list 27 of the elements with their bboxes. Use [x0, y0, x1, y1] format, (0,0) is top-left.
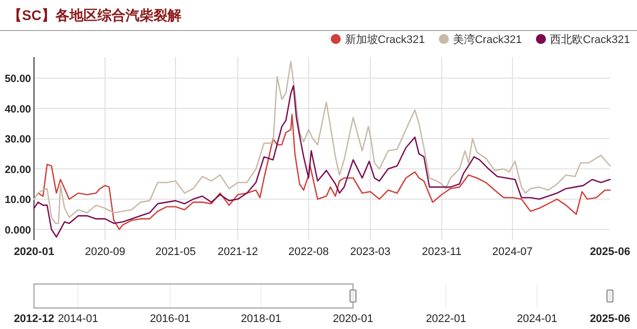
text: 2025-06 — [590, 313, 630, 325]
text: 2022-01 — [426, 313, 466, 325]
x-tick-label: 2022-08 — [288, 246, 329, 258]
y-tick-label: 50.00 — [4, 73, 32, 86]
x-tick-label: 2021-12 — [218, 246, 258, 258]
y-tick-label: 10.00 — [4, 194, 32, 206]
text: 2012-12 — [14, 313, 54, 325]
y-tick-label: 40.00 — [4, 103, 32, 116]
x-tick-label: 2021-05 — [155, 246, 196, 258]
y-tick-label: 0.000 — [4, 224, 32, 236]
legend-label: 西北欧Crack321 — [550, 33, 630, 46]
y-tick-label: 30.00 — [4, 134, 32, 146]
x-tick-label: 2023-03 — [350, 246, 391, 258]
legend-label: 美湾Crack321 — [452, 33, 522, 46]
legend-label: 新加坡Crack321 — [344, 33, 425, 46]
x-tick-label: 2025-06 — [590, 246, 630, 258]
x-tick-label: 2020-01 — [14, 246, 54, 258]
x-tick-label: 2020-09 — [84, 246, 126, 258]
text: 2014-01 — [58, 313, 98, 325]
y-tick-label: 20.00 — [4, 164, 32, 176]
text: 2020-01 — [332, 313, 374, 325]
x-tick-label: 2024-07 — [492, 246, 533, 258]
text: 2024-01 — [516, 313, 558, 325]
text: 2016-01 — [150, 313, 190, 325]
x-tick-label: 2023-11 — [422, 246, 462, 258]
chart-title: 【SC】各地区综合汽柴裂解 — [8, 7, 182, 23]
text: 2018-01 — [240, 313, 282, 325]
